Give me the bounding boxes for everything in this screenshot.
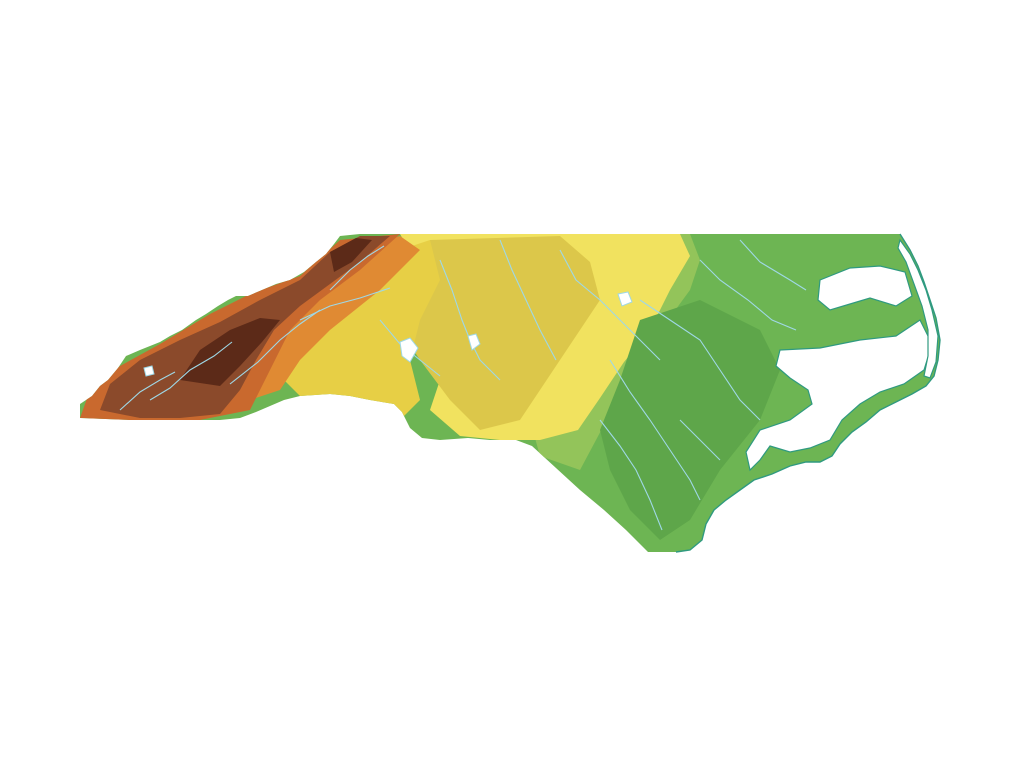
river [149, 341, 233, 401]
river [739, 239, 807, 291]
albemarle-sound [817, 265, 913, 311]
sounds-layer [745, 238, 939, 472]
river [329, 245, 385, 291]
highest-peaks-band [180, 318, 280, 386]
river [229, 309, 321, 385]
river [499, 239, 557, 361]
river [119, 371, 176, 411]
river [609, 359, 701, 501]
river [299, 287, 391, 321]
lake [143, 365, 155, 377]
pamlico-sound [745, 319, 933, 472]
lakes-layer [143, 291, 633, 377]
lake [399, 337, 419, 363]
lake [617, 291, 633, 307]
river [599, 419, 663, 531]
coastline [675, 233, 941, 553]
outer-banks-channel [897, 238, 939, 379]
inner-coastal-plain-band [600, 300, 780, 540]
highest-peaks-band-north [330, 238, 372, 272]
river [699, 259, 797, 331]
blue-ridge-escarpment-band [250, 236, 420, 400]
rivers-layer [119, 239, 807, 531]
river [439, 259, 501, 381]
lake [467, 333, 481, 351]
river [639, 299, 761, 421]
river [559, 249, 661, 361]
river [679, 419, 721, 461]
